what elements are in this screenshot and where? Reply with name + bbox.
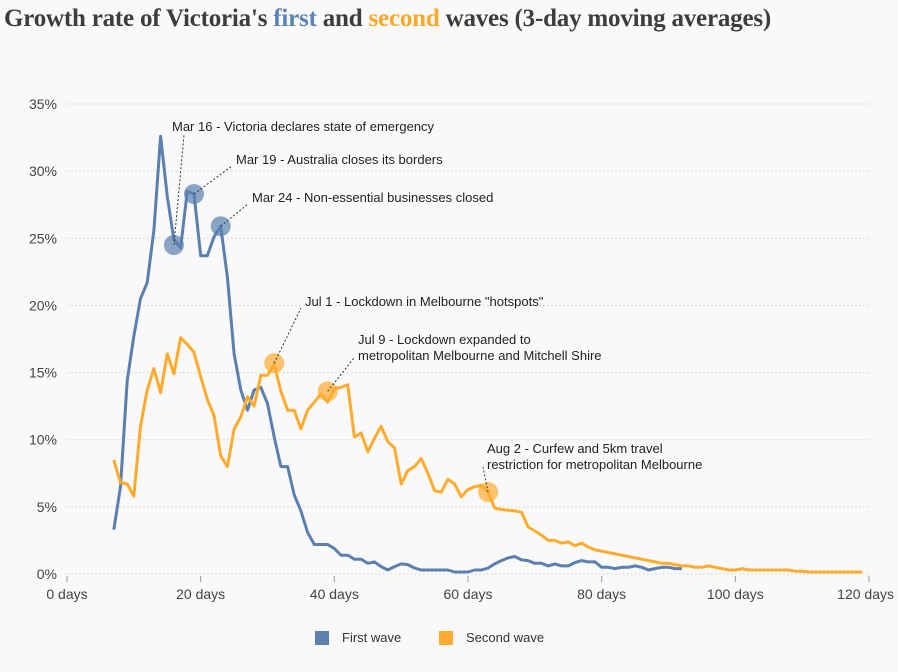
x-tick-label: 120 days [837, 586, 894, 602]
title-second: second [368, 5, 440, 32]
x-tick-label: 0 days [46, 586, 87, 602]
y-tick-label: 35% [29, 96, 57, 112]
title-text: and [316, 5, 369, 32]
y-tick-label: 25% [29, 230, 57, 246]
annotation: Jul 1 - Lockdown in Melbourne "hotspots" [264, 294, 544, 374]
annotation-leader [482, 466, 489, 493]
annotation: Mar 16 - Victoria declares state of emer… [163, 119, 435, 255]
title-text: Growth rate of Victoria's [4, 5, 274, 32]
legend-swatch-second [439, 630, 453, 645]
y-tick-label: 0% [37, 566, 57, 582]
x-tick-label: 100 days [707, 586, 764, 602]
annotation-leader [327, 357, 355, 392]
legend-label: First wave [342, 630, 402, 645]
y-tick-label: 10% [29, 432, 57, 448]
legend-item-first-wave: First wave [315, 630, 401, 645]
annotation-label: restriction for metropolitan Melbourne [487, 457, 702, 472]
y-tick-label: 15% [29, 365, 57, 381]
annotation-leader [273, 307, 302, 364]
annotation: Mar 19 - Australia closes its borders [183, 152, 443, 204]
title-text: waves (3-day moving averages) [439, 5, 772, 32]
y-tick-label: 5% [37, 499, 57, 515]
annotation-label: Jul 1 - Lockdown in Melbourne "hotspots" [305, 294, 544, 309]
legend-label: Second wave [466, 630, 545, 645]
annotation: Aug 2 - Curfew and 5km travelrestriction… [478, 441, 702, 503]
annotation-label: Aug 2 - Curfew and 5km travel [487, 441, 663, 456]
x-tick-label: 60 days [443, 586, 492, 602]
chart-title: Growth rate of Victoria's first and seco… [4, 4, 771, 34]
x-tick-label: 80 days [577, 586, 626, 602]
annotation-leader [173, 134, 185, 246]
annotation-label: Jul 9 - Lockdown expanded to [358, 332, 531, 347]
y-tick-label: 20% [29, 297, 57, 313]
annotation-label: metropolitan Melbourne and Mitchell Shir… [358, 348, 602, 363]
annotation-label: Mar 19 - Australia closes its borders [236, 152, 443, 167]
first-wave-line [112, 134, 682, 574]
legend-swatch-first [315, 630, 329, 645]
annotation-label: Mar 24 - Non-essential businesses closed [252, 190, 493, 205]
annotation: Jul 9 - Lockdown expanded tometropolitan… [317, 332, 602, 402]
annotation-label: Mar 16 - Victoria declares state of emer… [172, 119, 435, 134]
x-tick-label: 40 days [310, 586, 359, 602]
y-tick-label: 30% [29, 163, 57, 179]
legend-item-second-wave: Second wave [439, 630, 544, 645]
annotation: Mar 24 - Non-essential businesses closed [210, 190, 493, 237]
title-first: first [273, 5, 317, 32]
x-tick-label: 20 days [176, 586, 225, 602]
annotation-leader [220, 203, 249, 227]
